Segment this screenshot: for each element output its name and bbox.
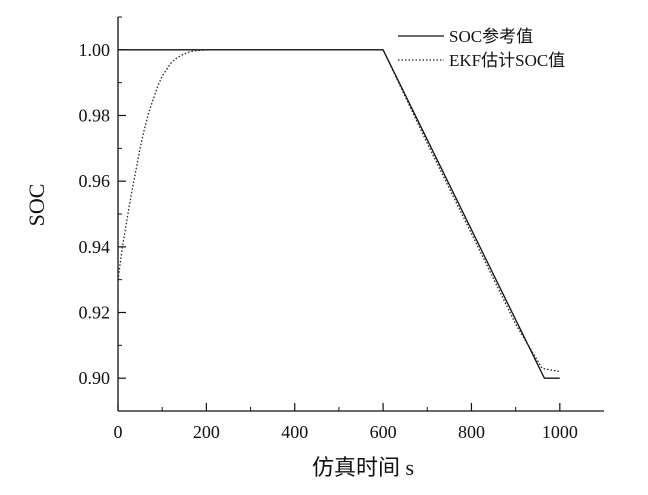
y-tick-label: 0.98 [79,106,111,126]
y-tick-label: 0.96 [79,171,111,191]
y-tick-label: 1.00 [79,40,111,60]
x-tick-label: 600 [370,422,397,442]
x-tick-label: 0 [114,422,123,442]
y-axis-label: SOC [24,184,49,227]
y-tick-label: 0.94 [79,237,111,257]
x-tick-label: 200 [193,422,220,442]
y-tick-label: 0.92 [79,303,111,323]
legend-label-reference: SOC参考值 [449,27,533,46]
x-tick-label: 400 [281,422,308,442]
ticks-layer: 0 200 400 600 800 1000 0.90 0.92 0.94 0.96 0.98 1.0… [79,16,578,442]
x-tick-label: 1000 [542,422,578,442]
x-axis-label: 仿真时间 s [312,455,414,480]
x-tick-label: 800 [458,422,485,442]
series-line-ekf-estimate [117,49,560,373]
legend-label-ekf: EKF估计SOC值 [449,51,565,70]
series-line-soc-reference [118,49,560,379]
series-layer [117,49,560,379]
legend: SOC参考值 EKF估计SOC值 [398,27,565,70]
y-tick-label: 0.90 [79,368,111,388]
